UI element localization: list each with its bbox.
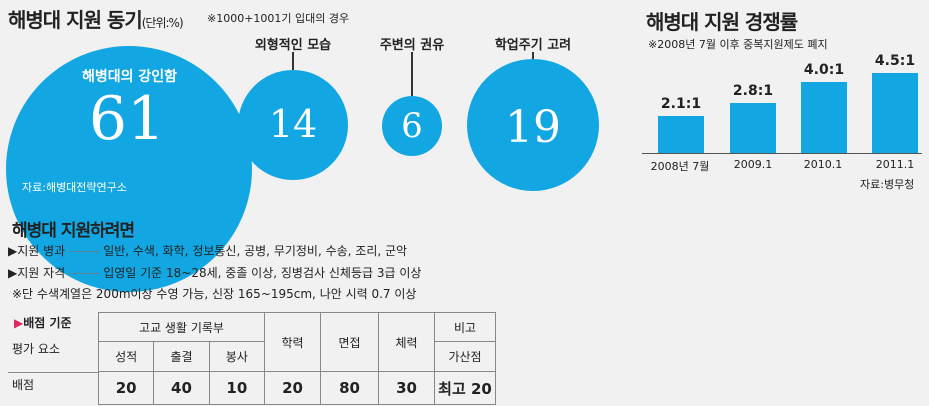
bubble-value-2: 6 <box>401 106 423 146</box>
bar-category-1: 2009.1 <box>733 158 773 171</box>
motive-unit: (단위:%) <box>141 16 184 30</box>
bubble-label-2: 주변의 권유 <box>379 38 445 53</box>
rate-title: 해병대 지원 경쟁률 <box>646 10 798 34</box>
bar-value-0: 2.1:1 <box>660 96 702 112</box>
requirements-title: 해병대 지원하려면 <box>12 221 135 241</box>
bubble-pointer-1 <box>292 52 294 70</box>
score-5: 30 <box>378 371 435 405</box>
criteria-col-2: 체력 <box>378 312 435 372</box>
score-2: 10 <box>208 371 266 405</box>
score-extra: 최고 20 <box>434 371 496 405</box>
req-text-0: 일반, 수색, 화학, 정보통신, 공병, 무기정비, 수송, 조리, 군악 <box>103 244 408 258</box>
criteria-group-header: 고교 생활 기록부 <box>98 312 265 342</box>
criteria-extra-header: 비고 <box>434 312 496 342</box>
motive-title: 해병대 지원 동기(단위:%) <box>8 4 184 33</box>
bar-2 <box>801 82 847 153</box>
req-footnote: ※단 수색계열은 200m이상 수영 가능, 신장 165~195cm, 나안 … <box>12 287 417 301</box>
score-3: 20 <box>264 371 321 405</box>
criteria-sub-1: 출결 <box>153 341 210 372</box>
bubble-value-3: 19 <box>505 102 561 153</box>
criteria-marker: ▶ <box>14 316 24 330</box>
bubble-2 <box>382 96 442 156</box>
criteria-sub-0: 성적 <box>97 341 155 372</box>
bar-category-3: 2011.1 <box>875 158 915 171</box>
req-dots-0: ------- <box>69 244 100 258</box>
req-label-0: ▶지원 병과 <box>8 244 66 258</box>
criteria-sub-2: 봉사 <box>208 341 266 372</box>
criteria-eval-label: 평가 요소 <box>12 342 60 356</box>
bubble-3 <box>467 59 599 191</box>
bar-category-2: 2010.1 <box>803 158 843 171</box>
bubble-pointer-2 <box>411 52 413 96</box>
score-4: 80 <box>320 371 379 405</box>
req-text-1: 입영일 기준 18~28세, 중졸 이상, 징병검사 신체등급 3급 이상 <box>103 266 422 280</box>
bubble-label-3: 학업주기 고려 <box>494 38 572 53</box>
bar-value-2: 4.0:1 <box>803 62 845 78</box>
bubble-0 <box>6 46 252 292</box>
criteria-extra-sub: 가산점 <box>434 341 496 372</box>
bubble-label-0: 해병대의 강인함 <box>82 69 178 85</box>
criteria-title-text: 배점 기준 <box>23 316 72 330</box>
req-dots-1: ------- <box>69 266 100 280</box>
motive-title-text: 해병대 지원 동기 <box>8 8 143 32</box>
rate-baseline <box>642 153 922 154</box>
score-0: 20 <box>97 371 155 405</box>
bubble-1 <box>238 70 348 180</box>
rate-note: ※2008년 7월 이후 중복지원제도 폐지 <box>648 38 828 51</box>
bar-value-3: 4.5:1 <box>874 53 916 69</box>
motive-source: 자료:해병대전략연구소 <box>22 181 127 194</box>
criteria-row-divider <box>8 372 98 373</box>
req-label-1: ▶지원 자격 <box>8 266 66 280</box>
bar-category-0: 2008년 7월 <box>650 160 710 173</box>
bar-1 <box>730 103 776 153</box>
req-line-0: ▶지원 병과 ------- 일반, 수색, 화학, 정보통신, 공병, 무기정… <box>8 242 407 259</box>
criteria-row-label: 배점 <box>12 378 35 392</box>
bar-value-1: 2.8:1 <box>732 83 774 99</box>
rate-source: 자료:병무청 <box>860 178 915 191</box>
bubble-label-1: 외형적인 모습 <box>254 38 332 53</box>
criteria-title: ▶배점 기준 <box>14 314 72 331</box>
bar-0 <box>658 116 704 153</box>
bar-3 <box>872 73 918 153</box>
motive-note: ※1000+1001기 입대의 경우 <box>207 12 350 25</box>
req-line-1: ▶지원 자격 ------- 입영일 기준 18~28세, 중졸 이상, 징병검… <box>8 264 421 281</box>
criteria-table: 고교 생활 기록부 학력 면접 체력 비고 성적 출결 봉사 가산점 20 40… <box>97 312 496 405</box>
score-1: 40 <box>153 371 210 405</box>
bubble-pointer-3 <box>532 52 534 59</box>
criteria-col-1: 면접 <box>320 312 379 372</box>
bubble-value-1: 14 <box>268 102 318 146</box>
criteria-col-0: 학력 <box>264 312 321 372</box>
bubble-value-0: 61 <box>88 84 166 154</box>
